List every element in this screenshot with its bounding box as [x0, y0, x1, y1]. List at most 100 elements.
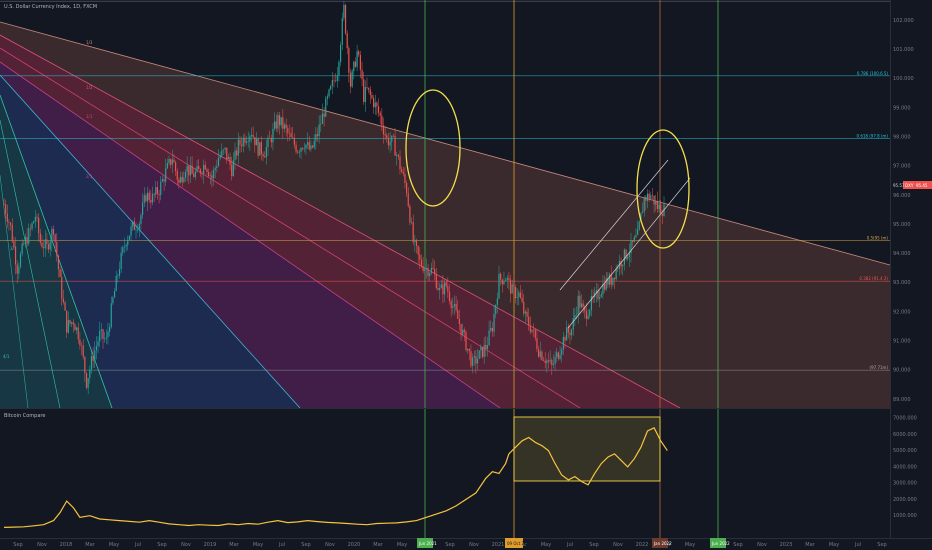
candle-body	[467, 348, 469, 351]
candle-body	[287, 128, 289, 134]
candle-body	[212, 170, 215, 179]
candle-body	[270, 138, 272, 143]
bitcoin-pane: Bitcoin Compare	[3, 413, 668, 528]
close-label: 95.57	[893, 183, 905, 188]
level-label: 0.5(95 (m)	[867, 235, 889, 240]
candle-body	[399, 156, 401, 170]
candle-body	[604, 283, 606, 290]
candle-body	[89, 369, 91, 379]
candle-body	[432, 268, 434, 269]
xmarker-green-1	[417, 538, 433, 548]
candle-body	[33, 221, 35, 224]
candle-body	[290, 133, 292, 138]
candle-body	[191, 165, 193, 174]
candle-body	[605, 278, 607, 290]
candle-body	[602, 283, 604, 295]
candle-body	[176, 171, 178, 180]
price-tick-label: 97.000	[893, 164, 911, 170]
candle-body	[505, 279, 507, 282]
candle-body	[31, 223, 33, 229]
candle-body	[485, 345, 487, 349]
candle-body	[338, 61, 340, 76]
candles	[3, 1, 665, 394]
time-tick-label: Nov	[325, 542, 335, 548]
candle-body	[24, 237, 27, 245]
candle-body	[142, 202, 144, 216]
candle-body	[371, 95, 373, 99]
candle-body	[439, 287, 441, 290]
candle-body	[308, 142, 310, 150]
candle-body	[46, 239, 48, 245]
xmarker-brown	[652, 538, 668, 548]
time-tick-label: Mar	[229, 542, 239, 548]
candle-body	[272, 128, 274, 143]
candle-body	[457, 310, 459, 319]
time-tick-label: Jul	[134, 542, 141, 548]
candle-body	[34, 216, 36, 222]
candle-body	[326, 96, 328, 99]
candle-body	[435, 274, 437, 289]
candle-body	[625, 249, 627, 259]
candle-body	[376, 102, 378, 107]
price-tag-bg	[903, 181, 932, 189]
candle-body	[661, 213, 663, 216]
candle-body	[496, 298, 498, 306]
candle-body	[94, 350, 96, 362]
candle-body	[542, 359, 545, 361]
btc-ticks: 7000.000 6000.000 5000.000 4000.000 3000.000…	[893, 416, 917, 520]
candle-body	[577, 295, 579, 315]
candle-body	[19, 253, 22, 267]
candle-body	[189, 165, 192, 176]
candle-body	[533, 329, 535, 331]
candle-body	[500, 273, 502, 280]
level-lines: 102.6605 0.786 (100.6 5) 0.618 (97.8 (m) 0.…	[0, 0, 890, 371]
candle-body	[655, 201, 657, 205]
candle-body	[526, 311, 528, 317]
candle-body	[544, 360, 546, 364]
candle-body	[348, 48, 350, 73]
candle-body	[331, 80, 333, 86]
fan-label-1: 1/3	[86, 40, 93, 45]
time-tick-label: May	[685, 542, 695, 548]
candle-body	[472, 357, 474, 366]
candle-body	[481, 346, 484, 357]
candle-body	[155, 187, 157, 195]
candle-body	[437, 288, 439, 290]
candle-body	[513, 284, 515, 287]
candle-body	[113, 291, 116, 298]
xmarker-green-1-label: Jun 2021	[418, 541, 437, 546]
candle-body	[183, 177, 185, 183]
candle-body	[427, 267, 429, 277]
sub-title: Bitcoin Compare	[4, 413, 45, 419]
candle-body	[285, 124, 287, 129]
fan-line-1	[0, 21, 890, 266]
time-tick-label: May	[397, 542, 407, 548]
candle-body	[11, 225, 13, 242]
candle-body	[221, 150, 223, 156]
candle-body	[434, 268, 436, 275]
candle-body	[546, 360, 548, 364]
candle-body	[501, 279, 503, 285]
candle-body	[198, 166, 200, 170]
candle-body	[346, 33, 348, 49]
candle-body	[607, 278, 609, 285]
candle-body	[77, 327, 79, 340]
candle-body	[115, 275, 117, 292]
candle-body	[637, 229, 639, 236]
candle-body	[188, 165, 190, 176]
candle-body	[216, 166, 218, 169]
candle-body	[354, 61, 357, 67]
candle-body	[491, 327, 493, 332]
price-tick-label: 102.000	[893, 18, 914, 24]
candle-body	[369, 89, 371, 96]
candle-body	[396, 154, 398, 156]
level-label: (97.71m)	[870, 365, 889, 370]
candle-body	[414, 239, 416, 243]
btc-tick-label: 2000.000	[893, 497, 917, 503]
time-tick-label: Sep	[157, 542, 166, 548]
candle-body	[538, 349, 540, 357]
time-tick-label: Nov	[469, 542, 479, 548]
candle-body	[529, 325, 531, 332]
candle-body	[90, 356, 93, 370]
time-tick-label: Sep	[13, 542, 22, 548]
